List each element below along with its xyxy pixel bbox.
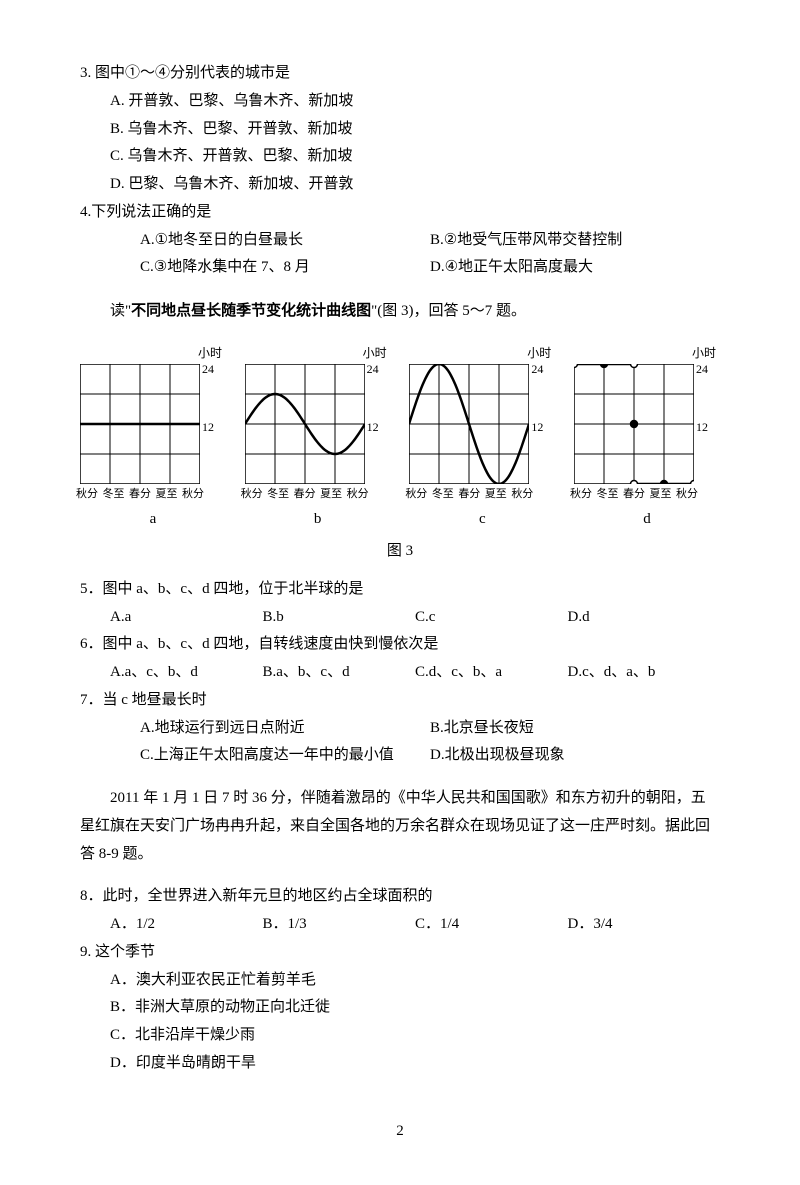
q4-opt-c: C.③地降水集中在 7、8 月 [140, 254, 430, 282]
intro-bold: 不同地点昼长随季节变化统计曲线图 [131, 302, 371, 319]
intro-8-9: 2011 年 1 月 1 日 7 时 36 分，伴随着激昂的《中华人民共和国国歌… [80, 785, 720, 868]
q9-opt-b: B．非洲大草原的动物正向北迁徙 [110, 994, 720, 1022]
x-axis-labels: 秋分冬至春分夏至秋分 [574, 484, 720, 504]
ytick-24: 24 [202, 358, 214, 380]
panel-letter: b [314, 506, 322, 534]
ytick-24: 24 [696, 358, 708, 380]
q8-opt-b: B．1/3 [263, 911, 416, 939]
q6-opt-c: C.d、c、b、a [415, 659, 568, 687]
chart-panel-d: 小时2412秋分冬至春分夏至秋分d [574, 342, 720, 534]
q8-stem: 8．此时，全世界进入新年元旦的地区约占全球面积的 [80, 883, 720, 911]
q7-stem: 7．当 c 地昼最长时 [80, 687, 720, 715]
ytick-12: 12 [696, 416, 708, 438]
q7-options: A.地球运行到远日点附近 B.北京昼长夜短 C.上海正午太阳高度达一年中的最小值… [80, 715, 720, 771]
intro-5-7: 读"不同地点昼长随季节变化统计曲线图"(图 3)，回答 5～7 题。 [80, 297, 720, 326]
q5-options: A.a B.b C.c D.d [80, 604, 720, 632]
q9-opt-c: C．北非沿岸干燥少雨 [110, 1022, 720, 1050]
q9-opt-a: A．澳大利亚农民正忙着剪羊毛 [110, 967, 720, 995]
q6-stem: 6．图中 a、b、c、d 四地，自转线速度由快到慢依次是 [80, 631, 720, 659]
chart-panel-b: 小时2412秋分冬至春分夏至秋分b [245, 342, 391, 534]
ytick-24: 24 [367, 358, 379, 380]
q5-opt-c: C.c [415, 604, 568, 632]
q8-opt-a: A．1/2 [110, 911, 263, 939]
q3-opt-b: B. 乌鲁木齐、巴黎、开普敦、新加坡 [110, 116, 720, 144]
q5-opt-b: B.b [263, 604, 416, 632]
q8-opt-c: C．1/4 [415, 911, 568, 939]
figure-caption: 图 3 [80, 538, 720, 566]
q4-stem: 4.下列说法正确的是 [80, 199, 720, 227]
q6-opt-b: B.a、b、c、d [263, 659, 416, 687]
page-number: 2 [80, 1118, 720, 1146]
panel-letter: d [643, 506, 651, 534]
q4-opt-b: B.②地受气压带风带交替控制 [430, 227, 720, 255]
q8-options: A．1/2 B．1/3 C．1/4 D．3/4 [80, 911, 720, 939]
q9-opt-d: D．印度半岛晴朗干旱 [110, 1050, 720, 1078]
q7-opt-d: D.北极出现极昼现象 [430, 742, 720, 770]
q7-opt-a: A.地球运行到远日点附近 [140, 715, 430, 743]
q7-opt-c: C.上海正午太阳高度达一年中的最小值 [140, 742, 430, 770]
intro-pre: 读" [110, 303, 131, 319]
q4-opt-d: D.④地正午太阳高度最大 [430, 254, 720, 282]
q5-opt-a: A.a [110, 604, 263, 632]
q3-stem: 3. 图中①～④分别代表的城市是 [80, 60, 720, 88]
intro-post: "(图 3)，回答 5～7 题。 [371, 303, 526, 319]
panel-letter: c [479, 506, 486, 534]
q5-stem: 5．图中 a、b、c、d 四地，位于北半球的是 [80, 576, 720, 604]
q3-options: A. 开普敦、巴黎、乌鲁木齐、新加坡 B. 乌鲁木齐、巴黎、开普敦、新加坡 C.… [80, 88, 720, 199]
x-axis-labels: 秋分冬至春分夏至秋分 [409, 484, 555, 504]
q8-opt-d: D．3/4 [568, 911, 721, 939]
ytick-12: 12 [367, 416, 379, 438]
q5-opt-d: D.d [568, 604, 721, 632]
x-axis-labels: 秋分冬至春分夏至秋分 [80, 484, 226, 504]
ytick-12: 12 [531, 416, 543, 438]
q3-opt-c: C. 乌鲁木齐、开普敦、巴黎、新加坡 [110, 143, 720, 171]
ytick-24: 24 [531, 358, 543, 380]
q4-opt-a: A.①地冬至日的白昼最长 [140, 227, 430, 255]
q6-opt-d: D.c、d、a、b [568, 659, 721, 687]
q3-opt-a: A. 开普敦、巴黎、乌鲁木齐、新加坡 [110, 88, 720, 116]
q4-options: A.①地冬至日的白昼最长 B.②地受气压带风带交替控制 C.③地降水集中在 7、… [80, 227, 720, 283]
chart-panel-c: 小时2412秋分冬至春分夏至秋分c [409, 342, 555, 534]
x-axis-labels: 秋分冬至春分夏至秋分 [245, 484, 391, 504]
figure-3: 小时2412秋分冬至春分夏至秋分a小时2412秋分冬至春分夏至秋分b小时2412… [80, 342, 720, 566]
q6-opt-a: A.a、c、b、d [110, 659, 263, 687]
q9-options: A．澳大利亚农民正忙着剪羊毛 B．非洲大草原的动物正向北迁徙 C．北非沿岸干燥少… [80, 967, 720, 1078]
q9-stem: 9. 这个季节 [80, 939, 720, 967]
q6-options: A.a、c、b、d B.a、b、c、d C.d、c、b、a D.c、d、a、b [80, 659, 720, 687]
ytick-12: 12 [202, 416, 214, 438]
panel-letter: a [150, 506, 157, 534]
q3-opt-d: D. 巴黎、乌鲁木齐、新加坡、开普敦 [110, 171, 720, 199]
chart-panel-a: 小时2412秋分冬至春分夏至秋分a [80, 342, 226, 534]
q7-opt-b: B.北京昼长夜短 [430, 715, 720, 743]
